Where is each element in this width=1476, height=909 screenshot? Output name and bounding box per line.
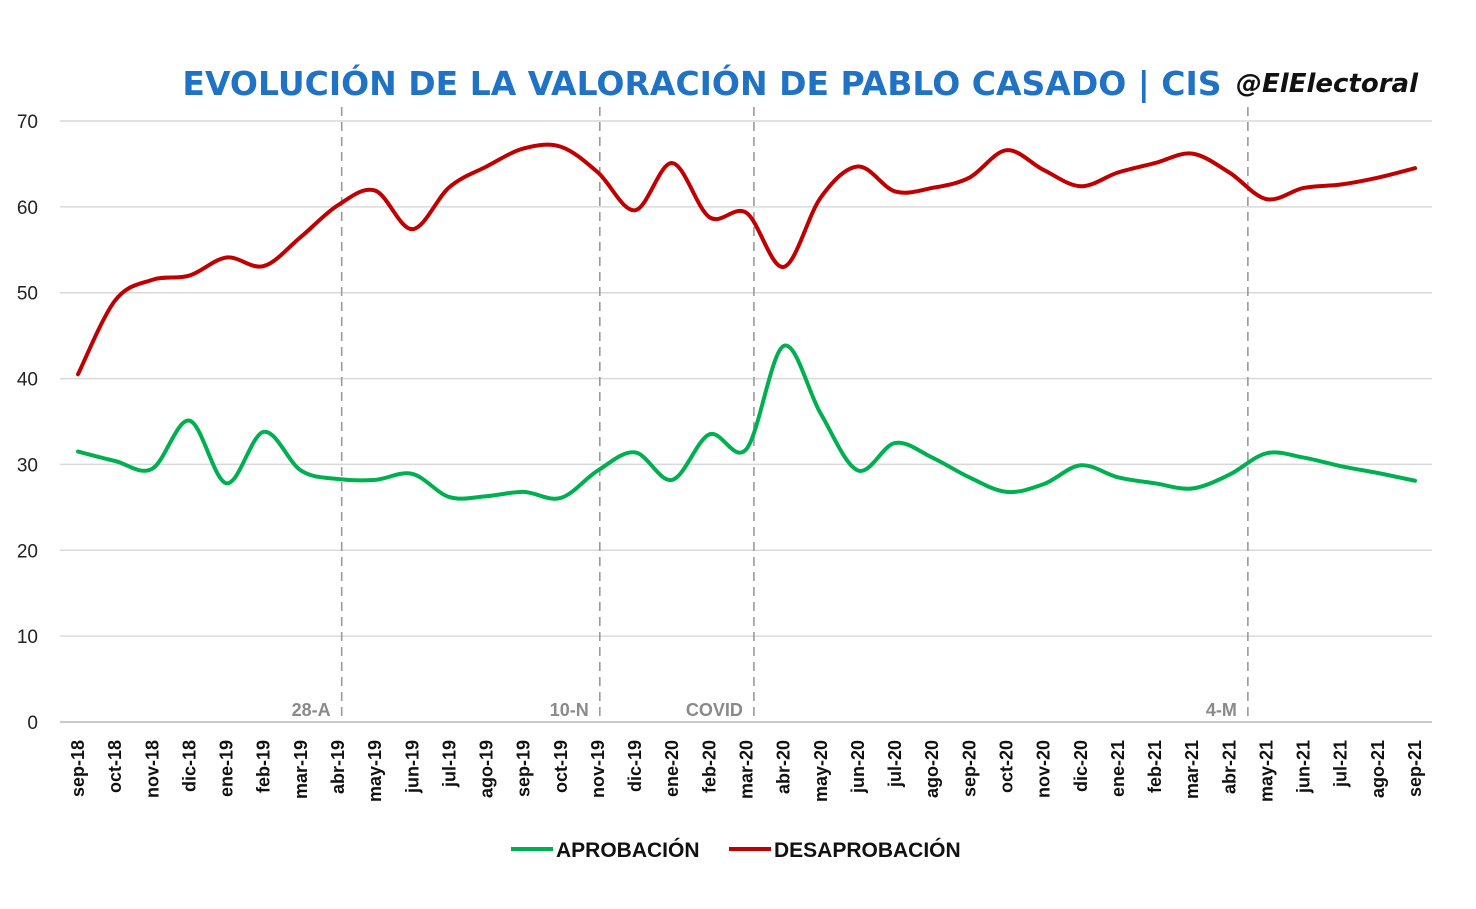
x-tick-label: mar-21	[1182, 740, 1202, 799]
x-tick-label: ene-20	[662, 740, 682, 797]
gridlines	[60, 120, 1432, 723]
x-tick-label: jul-21	[1331, 740, 1351, 788]
x-tick-label: ene-19	[217, 740, 237, 797]
x-tick-label: mar-20	[737, 740, 757, 799]
x-tick-label: oct-19	[551, 740, 571, 793]
x-tick-label: abr-21	[1219, 740, 1239, 794]
x-tick-label: sep-18	[68, 740, 88, 797]
y-tick-label: 10	[17, 627, 38, 648]
x-tick-label: oct-20	[996, 740, 1016, 793]
y-tick-label: 20	[17, 541, 38, 562]
y-tick-label: 50	[17, 284, 38, 305]
legend-label: DESAPROBACIÓN	[774, 838, 961, 862]
event-markers: 28-A 10-N COVID 4-M	[292, 107, 1249, 722]
legend-label: APROBACIÓN	[556, 838, 700, 862]
x-tick-label: ene-21	[1108, 740, 1128, 797]
x-tick-label: sep-20	[959, 740, 979, 797]
x-tick-label: jun-20	[848, 740, 868, 794]
x-tick-label: oct-18	[105, 740, 125, 793]
x-tick-label: abr-20	[774, 740, 794, 794]
x-tick-label: nov-20	[1034, 740, 1054, 798]
x-tick-label: feb-19	[254, 740, 274, 793]
x-axis: sep-18 oct-18 nov-18 dic-18 ene-19 feb-19 mar-…	[60, 721, 1432, 802]
x-tick-label: may-19	[365, 740, 385, 802]
x-tick-label: abr-19	[328, 740, 348, 794]
x-tick-label: jul-20	[885, 740, 905, 788]
x-tick-label: may-20	[811, 740, 831, 802]
x-tick-label: feb-21	[1145, 740, 1165, 793]
y-tick-label: 60	[17, 198, 38, 219]
x-tick-label: jun-21	[1294, 740, 1314, 794]
legend: APROBACIÓN DESAPROBACIÓN	[511, 838, 961, 862]
series-lines	[76, 142, 1417, 501]
x-tick-label: ago-19	[477, 740, 497, 798]
x-tick-label: nov-18	[142, 740, 162, 798]
series-line-aprobacion	[76, 343, 1417, 501]
chart-title: EVOLUCIÓN DE LA VALORACIÓN DE PABLO CASA…	[182, 63, 1221, 103]
x-tick-label: feb-20	[699, 740, 719, 793]
y-tick-label: 70	[17, 112, 38, 133]
x-tick-label: jun-19	[402, 740, 422, 794]
x-tick-label: nov-19	[588, 740, 608, 798]
x-tick-label: ago-21	[1368, 740, 1388, 798]
y-tick-label: 30	[17, 455, 38, 476]
x-tick-label: sep-19	[514, 740, 534, 797]
x-tick-label: ago-20	[922, 740, 942, 798]
event-label: 10-N	[550, 700, 589, 720]
source-tag: @ElElectoral	[1236, 69, 1419, 99]
event-label: COVID	[686, 700, 743, 720]
x-tick-label: dic-18	[179, 740, 199, 792]
y-tick-label: 40	[17, 370, 38, 391]
x-tick-label: dic-20	[1071, 740, 1091, 792]
x-tick-label: dic-19	[625, 740, 645, 792]
event-label: 4-M	[1206, 700, 1237, 720]
x-tick-label: jul-19	[439, 740, 459, 788]
y-tick-label: 0	[27, 713, 38, 734]
x-tick-label: may-21	[1256, 740, 1276, 802]
y-axis: 0 10 20 30 40 50 60 70	[17, 112, 38, 734]
event-label: 28-A	[292, 700, 331, 720]
series-line-desaprobacion	[76, 142, 1417, 377]
x-tick-label: mar-19	[291, 740, 311, 799]
x-tick-label: sep-21	[1405, 740, 1425, 797]
